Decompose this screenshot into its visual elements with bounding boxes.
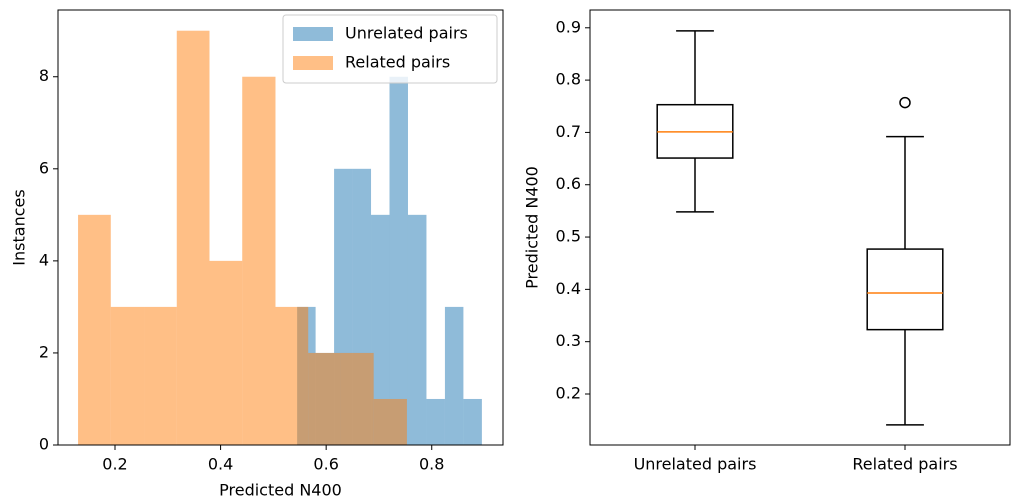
hist-bar <box>407 214 427 445</box>
x-axis-label: Predicted N400 <box>219 481 342 500</box>
axes-frame <box>57 9 504 446</box>
hist-bar <box>78 214 111 445</box>
y-tick-label: 0.2 <box>556 383 581 402</box>
legend-swatch <box>293 27 333 41</box>
y-axis-label: Predicted N400 <box>523 166 542 289</box>
hist-bar <box>275 306 309 445</box>
flier <box>899 96 911 109</box>
y-tick-label: 0.7 <box>556 122 581 141</box>
x-tick-label: 0.2 <box>102 455 127 474</box>
x-tick-label: 0.4 <box>208 455 233 474</box>
x-tick-label: 0.6 <box>313 455 338 474</box>
y-tick-label: 8 <box>39 66 49 85</box>
hist-bar <box>463 398 482 445</box>
y-tick-label: 0.3 <box>556 331 581 350</box>
hist-bar <box>373 398 407 445</box>
hist-bar <box>176 30 210 445</box>
hist-bar <box>371 214 390 445</box>
box <box>866 248 944 331</box>
y-tick-label: 6 <box>39 158 49 177</box>
hist-bar <box>426 398 445 445</box>
y-tick-label: 0.8 <box>556 70 581 89</box>
hist-bar <box>308 352 341 445</box>
axes-frame <box>589 9 1011 446</box>
y-tick-label: 0 <box>39 435 49 454</box>
hist-bar <box>242 76 276 445</box>
legend-label: Related pairs <box>345 53 450 72</box>
hist-bar <box>110 306 145 445</box>
y-tick-label: 4 <box>39 250 49 269</box>
x-tick-label: Related pairs <box>852 455 957 474</box>
x-tick-label: Unrelated pairs <box>634 455 757 474</box>
legend-label: Unrelated pairs <box>345 24 468 43</box>
y-tick-label: 0.4 <box>556 279 581 298</box>
y-tick-label: 0.9 <box>556 17 581 36</box>
legend-swatch <box>293 56 333 70</box>
hist-bar <box>340 352 374 445</box>
hist-bar <box>444 306 464 445</box>
hist-bar <box>389 76 408 445</box>
hist-bar <box>209 260 243 445</box>
hist-bar <box>144 306 177 445</box>
y-axis-label: Instances <box>10 189 29 265</box>
legend: Unrelated pairs Related pairs <box>282 14 498 84</box>
y-tick-label: 0.5 <box>556 227 581 246</box>
legend-frame <box>282 14 498 84</box>
x-tick-label: 0.8 <box>419 455 444 474</box>
y-tick-label: 2 <box>39 342 49 361</box>
y-tick-label: 0.6 <box>556 174 581 193</box>
